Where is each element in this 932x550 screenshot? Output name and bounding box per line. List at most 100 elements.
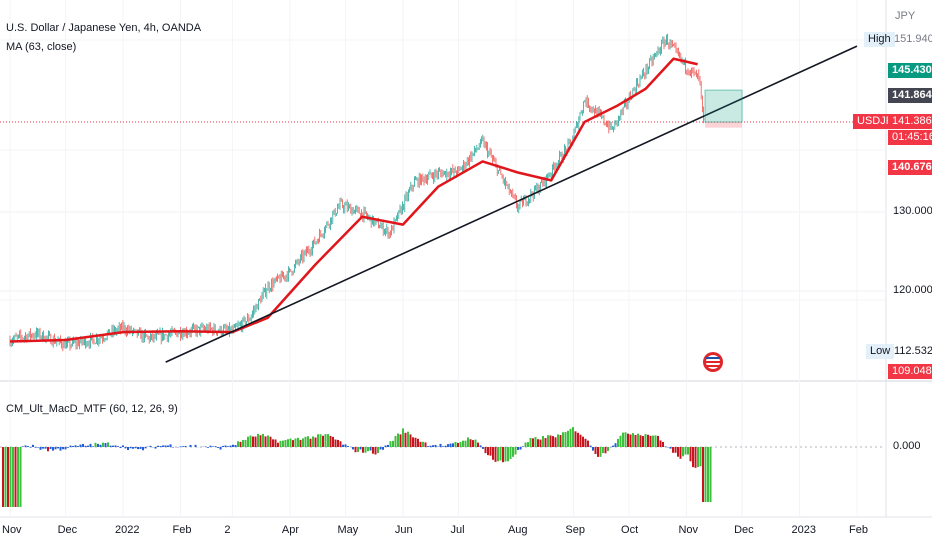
macd-bar: [379, 447, 382, 450]
macd-bar: [417, 438, 419, 447]
macd-bar: [124, 447, 127, 449]
macd-bar: [222, 445, 224, 447]
macd-bar: [502, 447, 504, 463]
macd-bar: [304, 436, 307, 447]
macd-bar: [89, 443, 92, 447]
macd-bar: [334, 439, 337, 447]
macd-bar: [684, 447, 687, 455]
macd-bar: [642, 436, 644, 447]
macd-bar: [632, 433, 634, 447]
macd-bar: [514, 447, 517, 455]
entry-tag: 141.864: [888, 88, 932, 103]
macd-bar: [244, 439, 247, 447]
macd-bar: [164, 445, 167, 447]
macd-bar: [159, 446, 162, 447]
macd-bar: [427, 446, 429, 447]
macd-bar: [107, 442, 109, 447]
macd-bar: [317, 434, 319, 447]
macd-bar: [367, 447, 369, 452]
macd-bar: [389, 441, 392, 447]
macd-bar: [109, 445, 112, 447]
macd-bar: [162, 445, 164, 447]
macd-bar: [14, 447, 17, 507]
x-tick-label: 2022: [115, 524, 140, 536]
macd-bar: [157, 445, 159, 447]
macd-bar: [4, 447, 7, 507]
macd-bar: [212, 446, 214, 447]
macd-bar: [464, 440, 467, 447]
macd-bar: [649, 435, 652, 447]
macd-bar: [622, 432, 624, 447]
macd-bar: [707, 447, 709, 502]
ma-legend[interactable]: MA (63, close): [6, 41, 77, 53]
macd-bar: [647, 434, 649, 447]
macd-bar: [607, 447, 609, 452]
macd-bar: [17, 447, 19, 507]
macd-bar: [694, 447, 697, 468]
macd-bar: [657, 435, 659, 447]
macd-bar: [34, 447, 37, 448]
macd-bar: [612, 445, 614, 447]
macd-bar: [312, 436, 314, 447]
macd-bar: [122, 445, 124, 447]
macd-bar: [129, 447, 132, 449]
macd-bar: [249, 435, 252, 447]
macd-bar: [87, 445, 89, 447]
macd-bar: [289, 438, 292, 447]
macd-bar: [24, 445, 27, 447]
macd-bar: [154, 447, 157, 449]
macd-bar: [82, 444, 84, 447]
macd-bar: [254, 436, 257, 447]
macd-bar: [584, 438, 587, 447]
macd-bar: [234, 445, 237, 447]
macd-bar: [709, 447, 712, 502]
macd-bar: [402, 428, 404, 447]
macd-bar: [39, 447, 42, 450]
macd-bar: [567, 430, 569, 447]
macd-bar: [602, 447, 604, 453]
macd-bar: [499, 447, 502, 461]
macd-bar: [72, 446, 74, 447]
moving-average-line: [9, 57, 698, 343]
macd-bar: [554, 437, 557, 447]
macd-bar: [432, 445, 434, 447]
macd-legend[interactable]: CM_Ult_MacD_MTF (60, 12, 26, 9): [6, 403, 178, 415]
macd-bar: [189, 444, 192, 447]
macd-bar: [179, 446, 182, 447]
x-tick-label: 2023: [791, 524, 817, 536]
macd-bar: [532, 438, 534, 447]
events-flag-icon[interactable]: [703, 352, 723, 372]
macd-bar: [364, 447, 367, 453]
macd-bar: [307, 436, 309, 447]
macd-bar: [414, 437, 417, 447]
last-price-tag: 141.386: [888, 114, 932, 129]
macd-bar: [614, 443, 617, 447]
macd-bar: [422, 441, 424, 447]
macd-bar: [344, 444, 347, 447]
macd-bar: [392, 440, 394, 447]
macd-bar: [52, 447, 54, 451]
macd-bar: [659, 440, 662, 447]
macd-bar: [454, 441, 457, 447]
macd-bar: [487, 447, 489, 456]
macd-bar: [229, 445, 232, 447]
macd-bar: [59, 447, 62, 451]
macd-bar: [399, 434, 402, 447]
macd-bar: [119, 447, 122, 449]
macd-bar: [462, 440, 464, 447]
x-tick-label: Oct: [621, 524, 639, 536]
macd-bar: [44, 447, 47, 449]
macd-bar: [377, 447, 379, 454]
long-position-tool[interactable]: [704, 89, 743, 128]
chart-title[interactable]: U.S. Dollar / Japanese Yen, 4h, OANDA: [6, 22, 202, 34]
trendline[interactable]: [165, 45, 858, 363]
macd-bar: [357, 447, 359, 452]
macd-bar: [262, 433, 264, 447]
macd-bar: [537, 439, 539, 447]
macd-bar: [664, 446, 667, 447]
macd-bar: [219, 447, 222, 450]
macd-bar: [429, 445, 432, 447]
macd-bar: [387, 444, 389, 447]
macd-bar: [29, 447, 32, 448]
